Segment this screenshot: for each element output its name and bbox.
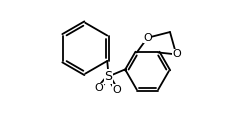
Text: O: O bbox=[112, 85, 121, 95]
Text: O: O bbox=[143, 33, 152, 43]
Text: S: S bbox=[105, 70, 113, 83]
Text: O: O bbox=[94, 83, 103, 93]
Text: O: O bbox=[172, 49, 181, 59]
